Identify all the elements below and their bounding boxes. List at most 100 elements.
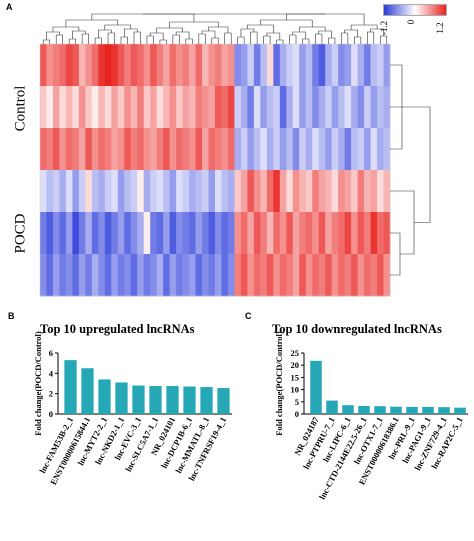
heatmap-cell bbox=[260, 170, 268, 213]
heatmap-cell bbox=[292, 44, 300, 87]
heatmap-cell bbox=[351, 86, 358, 129]
heatmap-cell bbox=[260, 128, 268, 171]
heatmap-cell bbox=[202, 86, 209, 129]
heatmap-cell bbox=[130, 128, 138, 171]
heatmap-cell bbox=[156, 170, 164, 213]
panel-letter-b: B bbox=[8, 311, 15, 321]
heatmap-cell bbox=[364, 170, 371, 213]
heatmap-cell bbox=[65, 128, 73, 171]
heatmap-cell bbox=[260, 212, 268, 255]
heatmap-cell bbox=[383, 128, 391, 171]
legend-tick-labels: -1.2 0 1.2 bbox=[379, 19, 445, 35]
heatmap-cell bbox=[59, 170, 67, 213]
heatmap-cell bbox=[227, 128, 235, 171]
heatmap-cell bbox=[143, 212, 151, 255]
heatmap-cell bbox=[344, 212, 352, 255]
heatmap-cell bbox=[98, 170, 106, 213]
heatmap-cell bbox=[331, 86, 339, 129]
heatmap-cell bbox=[117, 86, 125, 129]
heatmap-cell bbox=[40, 170, 47, 213]
heatmap-cell bbox=[318, 212, 326, 255]
heatmap-border bbox=[39, 43, 391, 297]
heatmap-cell bbox=[273, 212, 281, 255]
heatmap-cell bbox=[78, 212, 86, 255]
heatmap-cell bbox=[370, 170, 378, 213]
heatmap-cell bbox=[143, 254, 151, 297]
heatmap-cell bbox=[344, 254, 352, 297]
heatmap-cell bbox=[52, 128, 60, 171]
heatmap-cell bbox=[176, 170, 183, 213]
heatmap-cell bbox=[169, 86, 177, 129]
heatmap-cell bbox=[182, 212, 190, 255]
row-group-label-pocd: POCD bbox=[12, 213, 29, 254]
bar bbox=[64, 360, 77, 414]
heatmap-cell bbox=[377, 170, 384, 213]
heatmap-cell bbox=[182, 44, 190, 87]
heatmap-cell bbox=[312, 86, 320, 129]
heatmap-cell bbox=[91, 212, 99, 255]
heatmap-cell bbox=[40, 254, 47, 297]
heatmap-cell bbox=[338, 128, 346, 171]
bar-chart-up-title: Top 10 upregulated lncRNAs bbox=[40, 322, 195, 336]
heatmap-cell bbox=[240, 254, 248, 297]
heatmap-cell bbox=[46, 254, 54, 297]
y-tick-label: 0 bbox=[295, 409, 299, 419]
heatmap-cell bbox=[260, 254, 268, 297]
heatmap-cell bbox=[176, 212, 183, 255]
bar bbox=[406, 406, 418, 414]
heatmap-cell bbox=[377, 212, 384, 255]
heatmap-cell bbox=[182, 254, 190, 297]
heatmap-cell bbox=[208, 44, 216, 87]
heatmap-cell bbox=[52, 44, 60, 87]
heatmap-cell bbox=[286, 254, 294, 297]
heatmap-cell bbox=[234, 212, 242, 255]
heatmap-cell bbox=[234, 170, 242, 213]
heatmap-cell bbox=[325, 212, 333, 255]
heatmap-cell bbox=[65, 86, 73, 129]
heatmap-cell bbox=[111, 86, 119, 129]
heatmap-cell bbox=[299, 212, 307, 255]
heatmap-cell bbox=[383, 254, 391, 297]
heatmap-cell bbox=[150, 86, 158, 129]
heatmap-cell bbox=[292, 254, 300, 297]
heatmap-cell bbox=[111, 254, 119, 297]
heatmap-cell bbox=[137, 128, 145, 171]
bar bbox=[374, 406, 386, 414]
heatmap-cell bbox=[240, 170, 248, 213]
heatmap-cell bbox=[137, 86, 145, 129]
heatmap-cell bbox=[357, 86, 365, 129]
heatmap-cell bbox=[247, 170, 255, 213]
y-tick-label: 4 bbox=[49, 368, 54, 378]
bar bbox=[326, 400, 338, 414]
heatmap-cell bbox=[104, 128, 112, 171]
heatmap-cell bbox=[78, 44, 86, 87]
heatmap-cell bbox=[266, 86, 274, 129]
heatmap-cell bbox=[195, 128, 203, 171]
heatmap-cell bbox=[143, 44, 151, 87]
heatmap-cell bbox=[247, 44, 255, 87]
heatmap-cell bbox=[240, 86, 248, 129]
heatmap-cell bbox=[65, 212, 73, 255]
heatmap-cell bbox=[52, 212, 60, 255]
heatmap-cell bbox=[266, 170, 274, 213]
heatmap-cell bbox=[189, 212, 196, 255]
heatmap-cell bbox=[221, 212, 229, 255]
heatmap-cell bbox=[72, 128, 80, 171]
bar bbox=[149, 386, 162, 414]
heatmap-cell bbox=[78, 128, 86, 171]
heatmap-cell bbox=[72, 44, 80, 87]
heatmap-cell bbox=[260, 44, 268, 87]
heatmap-cell bbox=[85, 254, 93, 297]
heatmap-cell bbox=[292, 128, 300, 171]
heatmap-cell bbox=[247, 212, 255, 255]
heatmap-cell bbox=[98, 254, 106, 297]
heatmap-cell bbox=[46, 86, 54, 129]
heatmap-cell bbox=[377, 254, 384, 297]
heatmap-cell bbox=[325, 128, 333, 171]
heatmap-cell bbox=[130, 86, 138, 129]
heatmap-cell bbox=[240, 128, 248, 171]
heatmap-cell bbox=[169, 170, 177, 213]
heatmap-cell bbox=[273, 128, 281, 171]
heatmap-chart bbox=[39, 13, 431, 297]
